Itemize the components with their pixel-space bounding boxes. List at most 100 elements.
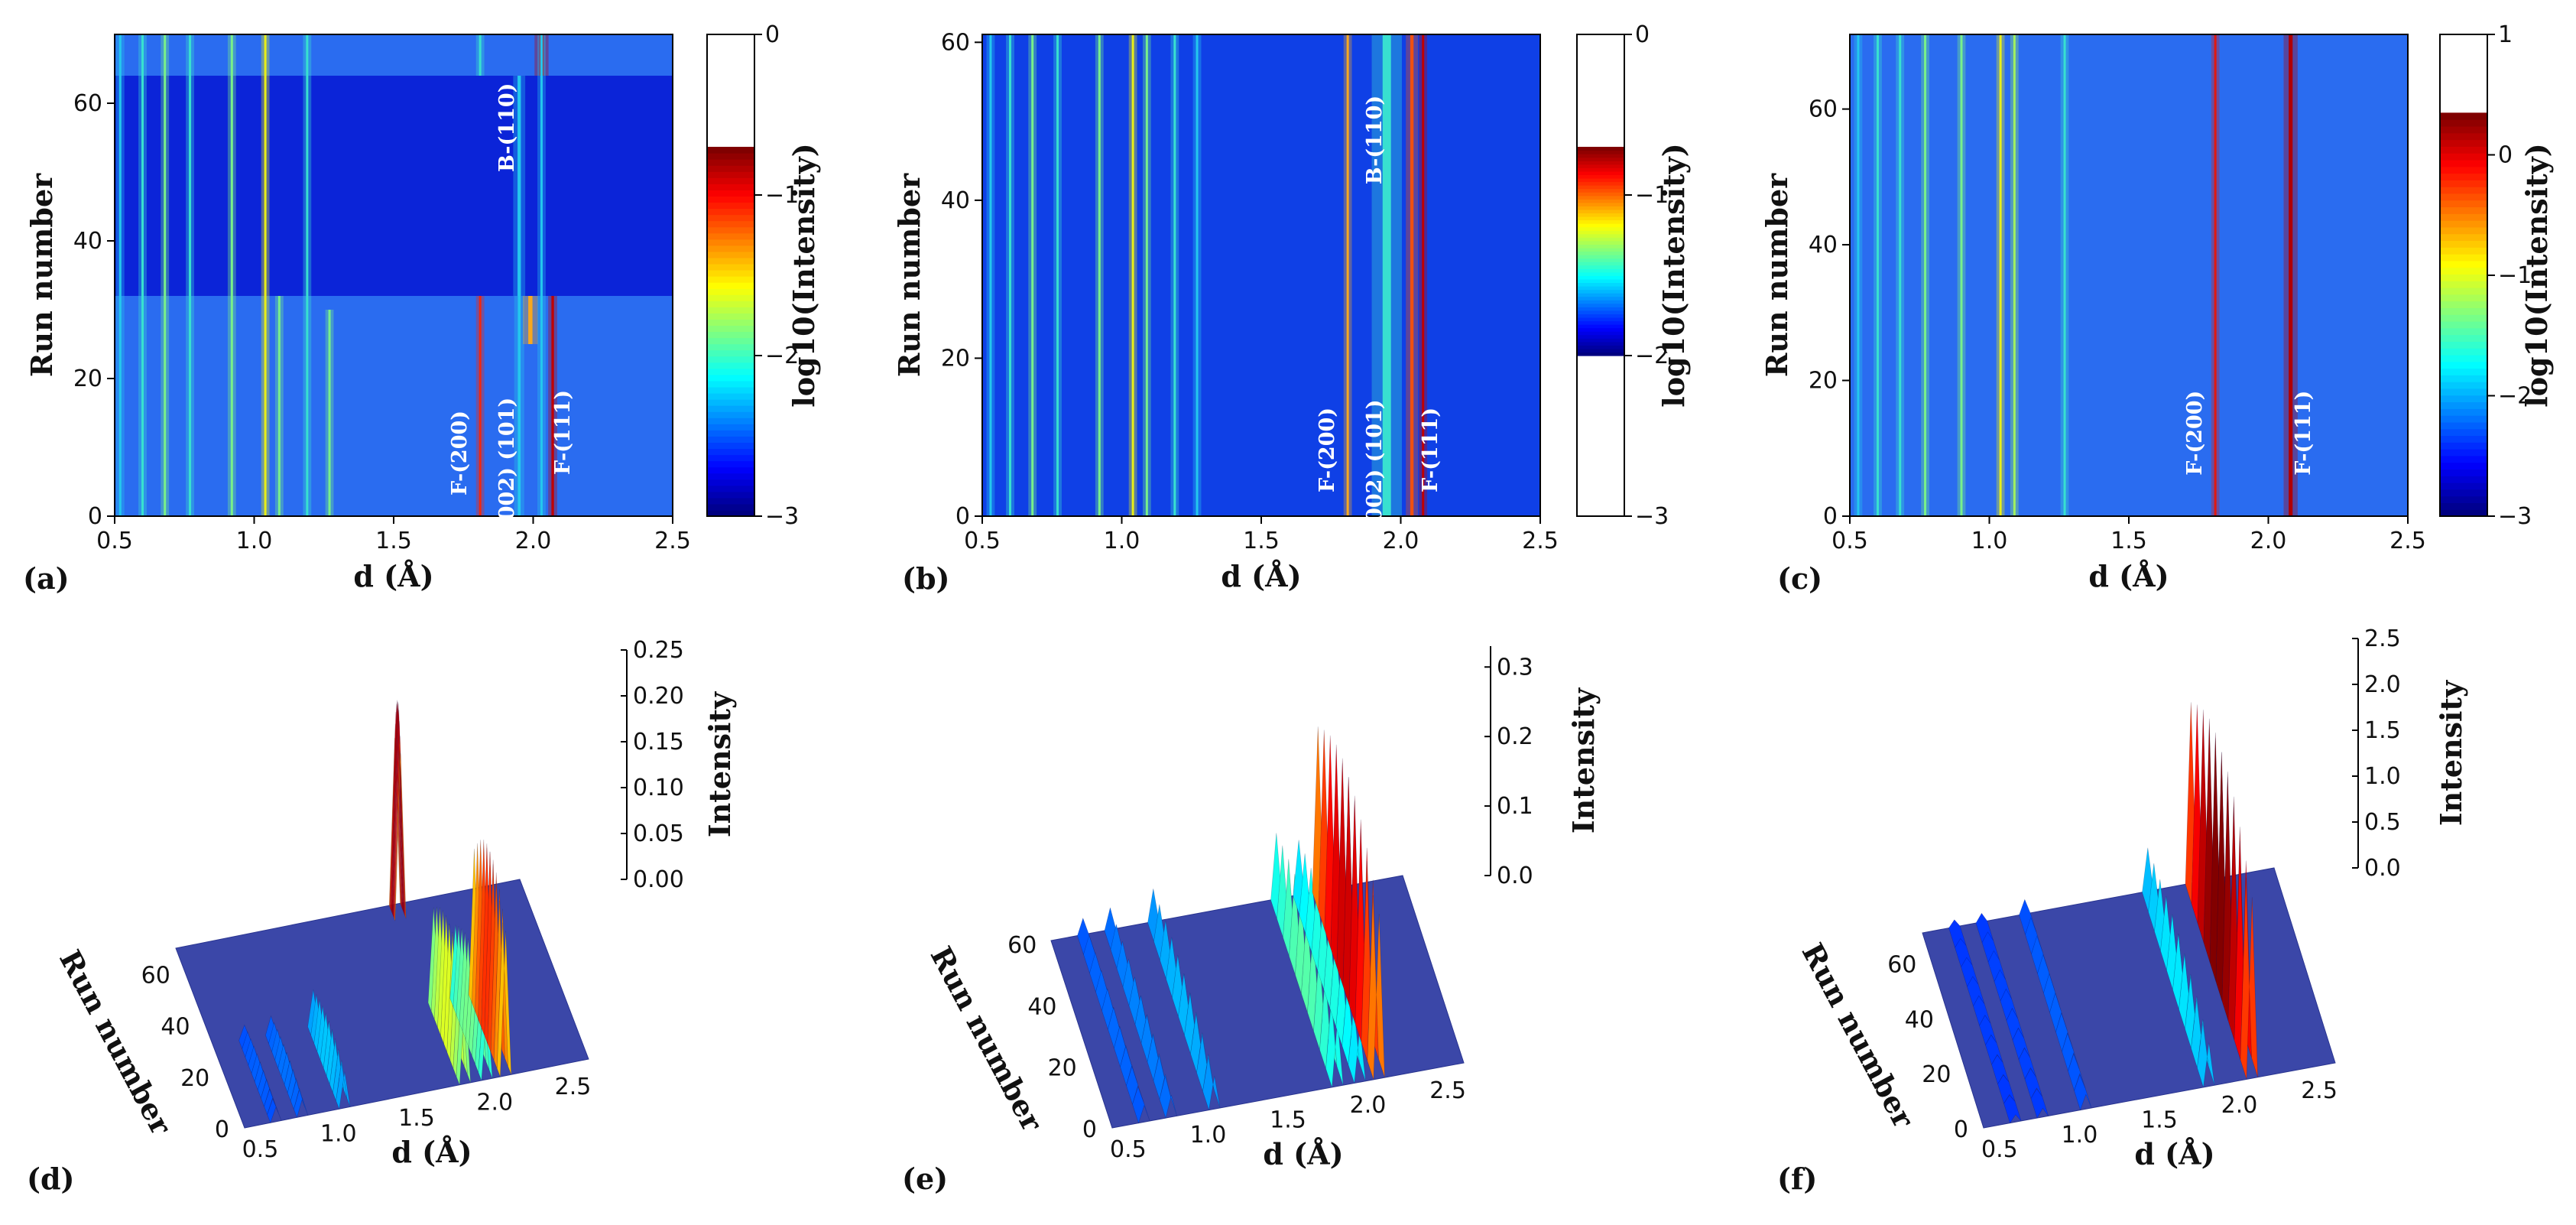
colorbar-tick-label: −3	[2498, 503, 2532, 530]
surface-peak-1	[1979, 1015, 1997, 1046]
colorbar-step	[1578, 177, 1624, 183]
run-segment-1	[1850, 34, 2408, 516]
peak-line-7	[277, 296, 281, 516]
colorbar-step	[2441, 260, 2487, 268]
panel-label: (c)	[1777, 561, 1822, 596]
y-tick-label: 40	[1905, 1006, 1934, 1033]
colorbar-step	[1578, 282, 1624, 287]
colorbar-step	[1578, 233, 1624, 238]
peak-line-10	[1346, 34, 1349, 516]
colorbar-step	[708, 405, 754, 412]
colorbar-step	[708, 442, 754, 450]
z-tick-label: 0.00	[633, 866, 684, 893]
panel-label: (b)	[902, 561, 950, 596]
surface-peak-2	[2018, 1048, 2036, 1080]
surface-peak-1	[267, 1098, 282, 1124]
colorbar-step	[708, 226, 754, 234]
colorbar-step	[2441, 307, 2487, 315]
run-segment-3	[115, 34, 673, 76]
colorbar-step	[1578, 171, 1624, 175]
x-tick-label: 2.0	[2221, 1092, 2258, 1119]
colorbar-step	[2441, 483, 2487, 490]
peak-line-8	[1173, 34, 1176, 516]
z-tick-label: 0.5	[2364, 809, 2401, 836]
surface-peak-7	[493, 900, 508, 1069]
colorbar-step	[2441, 455, 2487, 463]
surface-peak-1	[2003, 1094, 2022, 1124]
colorbar-step	[2441, 206, 2487, 214]
peak-line-13	[517, 76, 521, 296]
colorbar-step	[1578, 199, 1624, 203]
z-axis-label: Intensity	[702, 691, 737, 837]
surface-base	[175, 879, 589, 1129]
colorbar-step	[2441, 421, 2487, 430]
colorbar-step	[2441, 200, 2487, 208]
y-tick-label: 60	[1809, 96, 1838, 123]
colorbar-step	[1578, 219, 1624, 224]
colorbar-step	[708, 282, 754, 289]
colorbar-step	[708, 399, 754, 406]
x-tick-label: 2.0	[2250, 528, 2287, 554]
x-tick-label: 0.5	[242, 1136, 279, 1163]
y-tick-label: 0	[1823, 503, 1838, 530]
colorbar-step	[1578, 307, 1624, 311]
colorbar-step	[708, 343, 754, 351]
surface-peak-6	[1367, 895, 1385, 1080]
colorbar-tick-label: −1	[765, 182, 799, 209]
x-tick-label: 1.0	[1971, 528, 2008, 554]
colorbar-step	[2441, 361, 2487, 369]
y-tick-label: 60	[1007, 932, 1037, 959]
colorbar-step	[2441, 428, 2487, 437]
colorbar-step	[2441, 125, 2487, 134]
colorbar-step	[2441, 146, 2487, 154]
colorbar-step	[2441, 139, 2487, 147]
y-tick-label: 60	[141, 963, 170, 989]
colorbar-step	[708, 331, 754, 339]
colorbar-step	[2441, 159, 2487, 167]
peak-line-3	[1031, 34, 1034, 516]
colorbar-step	[708, 418, 754, 424]
colorbar-step	[708, 251, 754, 258]
colorbar-step	[1578, 275, 1624, 280]
colorbar-step	[2441, 388, 2487, 396]
y-tick-label: 20	[941, 345, 970, 372]
colorbar-step	[708, 245, 754, 252]
colorbar-tick-label: −2	[765, 343, 799, 369]
y-tick-label: 0	[1954, 1116, 1968, 1143]
y-axis-label: Run number	[1760, 173, 1794, 377]
surface-peak-2	[2024, 1067, 2042, 1100]
colorbar-label: log10(Intensity)	[787, 143, 821, 407]
colorbar-step	[1578, 289, 1624, 294]
colorbar-step	[708, 220, 754, 228]
colorbar-step	[708, 171, 754, 178]
colorbar-step	[708, 263, 754, 271]
colorbar-step	[2441, 119, 2487, 127]
colorbar-step	[2441, 489, 2487, 497]
colorbar-step	[1578, 314, 1624, 318]
x-tick-label: 2.5	[1429, 1077, 1466, 1104]
surface-peak-1	[1120, 1045, 1138, 1087]
peak-line-2	[1877, 34, 1879, 516]
peak-line-4	[189, 34, 192, 516]
colorbar-step	[2441, 395, 2487, 403]
surface-peak-4	[394, 752, 407, 921]
colorbar-tick-label: −2	[2498, 383, 2532, 410]
peak-label-1: F-(200)	[2183, 391, 2207, 476]
colorbar-step	[708, 153, 754, 160]
colorbar-step	[1578, 300, 1624, 304]
colorbar-step	[2441, 213, 2487, 221]
colorbar-step	[708, 270, 754, 277]
colorbar-step	[708, 460, 754, 468]
colorbar-step	[1578, 244, 1624, 249]
colorbar-step	[708, 362, 754, 369]
y-tick-label: 60	[73, 90, 102, 117]
z-tick-label: 1.0	[2364, 763, 2401, 790]
peak-line-3	[164, 34, 167, 516]
colorbar-step	[708, 509, 754, 517]
peak-line-6	[1131, 34, 1134, 516]
colorbar-step	[708, 196, 754, 203]
colorbar-step	[708, 208, 754, 216]
colorbar-step	[1578, 352, 1624, 356]
surface-peak-3	[333, 1051, 348, 1101]
